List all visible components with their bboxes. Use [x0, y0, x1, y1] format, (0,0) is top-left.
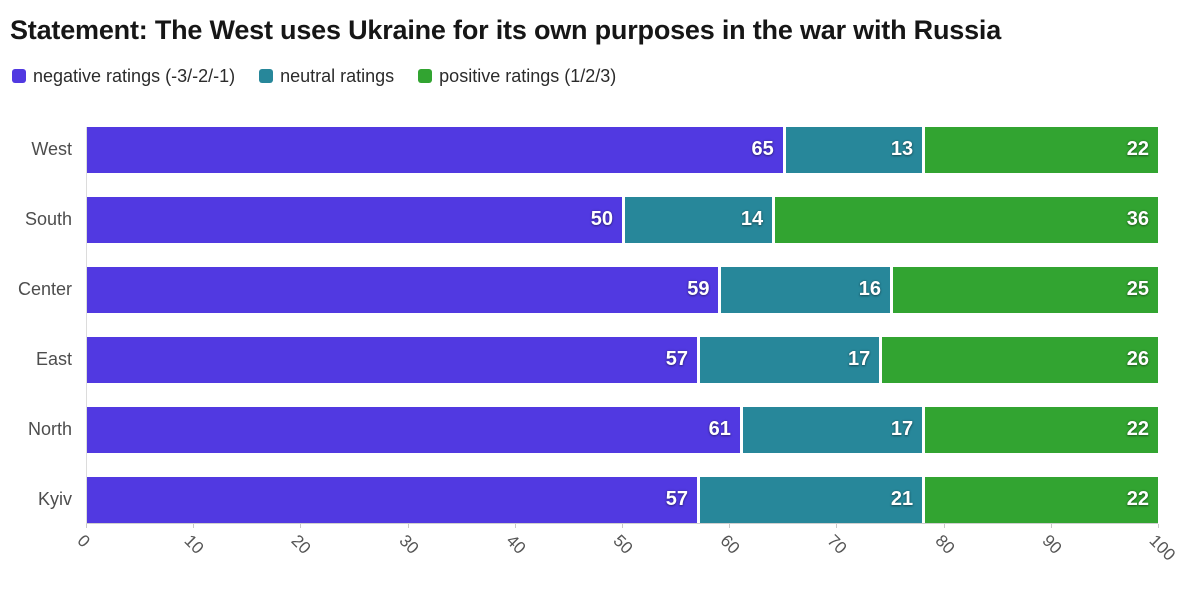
bar-value-label: 17	[848, 348, 871, 371]
legend-swatch-icon	[418, 69, 433, 84]
row-label: West	[31, 139, 72, 160]
bar-segment: 22	[922, 476, 1158, 523]
x-tick-label: 50	[609, 530, 637, 558]
bar-value-label: 57	[665, 488, 689, 511]
bar-track: 57 17 26	[86, 336, 1158, 383]
bar-row: Kyiv 57 21 22	[10, 476, 1158, 523]
x-tick-label: 80	[931, 530, 958, 558]
bar-segment: 16	[718, 266, 890, 313]
bar-track: 50 14 36	[86, 196, 1158, 243]
bar-segment: 59	[86, 266, 719, 313]
bar-track: 61 17 22	[86, 406, 1158, 453]
x-tick-label: 70	[823, 530, 851, 558]
x-tick-mark	[514, 523, 516, 528]
bar-segment: 17	[739, 406, 923, 453]
legend: negative ratings (-3/-2/-1) neutral ratin…	[12, 66, 1158, 87]
x-tick-label: 100	[1145, 530, 1180, 565]
bar-value-label: 61	[708, 418, 731, 441]
bar-segment: 26	[879, 336, 1158, 383]
legend-label: positive ratings (1/2/3)	[439, 65, 617, 86]
x-tick-mark	[943, 523, 945, 528]
row-label: South	[24, 209, 72, 230]
bar-segment: 22	[922, 406, 1158, 453]
bar-track: 57 21 22	[86, 476, 1158, 523]
bar-row: North 61 17 22	[10, 406, 1158, 453]
bar-value-label: 14	[740, 208, 764, 231]
bar-value-label: 25	[1126, 278, 1149, 301]
legend-item: neutral ratings	[259, 66, 394, 87]
row-label: East	[35, 349, 72, 370]
x-axis: 0 10 20 30 40 50 60 70 80 90 100	[74, 522, 1179, 581]
bar-segment: 57	[86, 476, 698, 523]
bar-segment: 21	[697, 476, 923, 523]
x-tick-label: 20	[287, 530, 315, 558]
x-tick-mark	[193, 523, 195, 528]
bar-segment: 25	[889, 266, 1158, 313]
bar-segment: 50	[86, 196, 622, 243]
x-tick-label: 90	[1038, 530, 1066, 558]
bar-value-label: 21	[890, 488, 914, 511]
bar-value-label: 59	[687, 278, 710, 301]
legend-swatch-icon	[259, 69, 274, 84]
bar-row: East 57 17 26	[10, 336, 1158, 383]
x-tick-mark	[622, 523, 623, 528]
legend-label: neutral ratings	[280, 65, 395, 86]
legend-label: negative ratings (-3/-2/-1)	[33, 65, 236, 86]
bar-value-label: 65	[751, 138, 774, 161]
x-tick-label: 40	[502, 530, 530, 558]
y-axis-line	[86, 126, 87, 523]
bar-track: 59 16 25	[86, 266, 1158, 313]
bar-segment: 17	[697, 336, 880, 383]
chart-title: Statement: The West uses Ukraine for its…	[10, 15, 1002, 45]
row-label: Center	[17, 279, 72, 300]
bar-value-label: 13	[890, 138, 914, 161]
bar-value-label: 22	[1126, 488, 1149, 511]
x-tick-label: 60	[716, 530, 744, 558]
x-tick-mark	[300, 523, 302, 528]
bar-value-label: 16	[858, 278, 881, 301]
bar-row: South 50 14 36	[10, 196, 1158, 243]
x-tick-label: 0	[73, 530, 94, 551]
bar-rows: West 65 13 22 South 50 14 36 Center 59 16 25 East 57 1…	[10, 126, 1158, 523]
row-label: Kyiv	[37, 489, 72, 510]
stacked-bar-chart: West 65 13 22 South 50 14 36 Center 59 16 25 East 57 1…	[10, 126, 1179, 581]
bar-row: Center 59 16 25	[10, 266, 1158, 313]
x-tick-mark	[407, 523, 409, 528]
bar-segment: 13	[782, 126, 923, 173]
bar-segment: 65	[86, 126, 783, 173]
bar-segment: 36	[772, 196, 1158, 243]
bar-segment: 57	[86, 336, 698, 383]
bar-segment: 61	[86, 406, 740, 453]
bar-value-label: 22	[1126, 418, 1149, 441]
bar-value-label: 22	[1126, 138, 1149, 161]
bar-value-label: 36	[1126, 208, 1149, 231]
bar-segment: 22	[922, 126, 1158, 173]
x-tick-mark	[729, 523, 731, 528]
x-tick-mark	[1158, 523, 1159, 528]
bar-track: 65 13 22	[86, 126, 1158, 173]
x-tick-label: 30	[395, 530, 422, 558]
legend-swatch-icon	[12, 69, 26, 84]
bar-value-label: 57	[665, 348, 689, 371]
row-label: North	[27, 419, 72, 440]
x-tick-mark	[836, 523, 838, 528]
legend-item: positive ratings (1/2/3)	[418, 66, 616, 87]
bar-value-label: 17	[890, 418, 914, 441]
legend-item: negative ratings (-3/-2/-1)	[12, 66, 235, 87]
bar-row: West 65 13 22	[10, 126, 1158, 173]
bar-value-label: 26	[1126, 348, 1149, 371]
bar-segment: 14	[622, 196, 773, 243]
x-tick-label: 10	[180, 530, 208, 558]
bar-value-label: 50	[590, 208, 613, 231]
x-tick-mark	[86, 523, 87, 528]
x-tick-mark	[1050, 523, 1052, 528]
